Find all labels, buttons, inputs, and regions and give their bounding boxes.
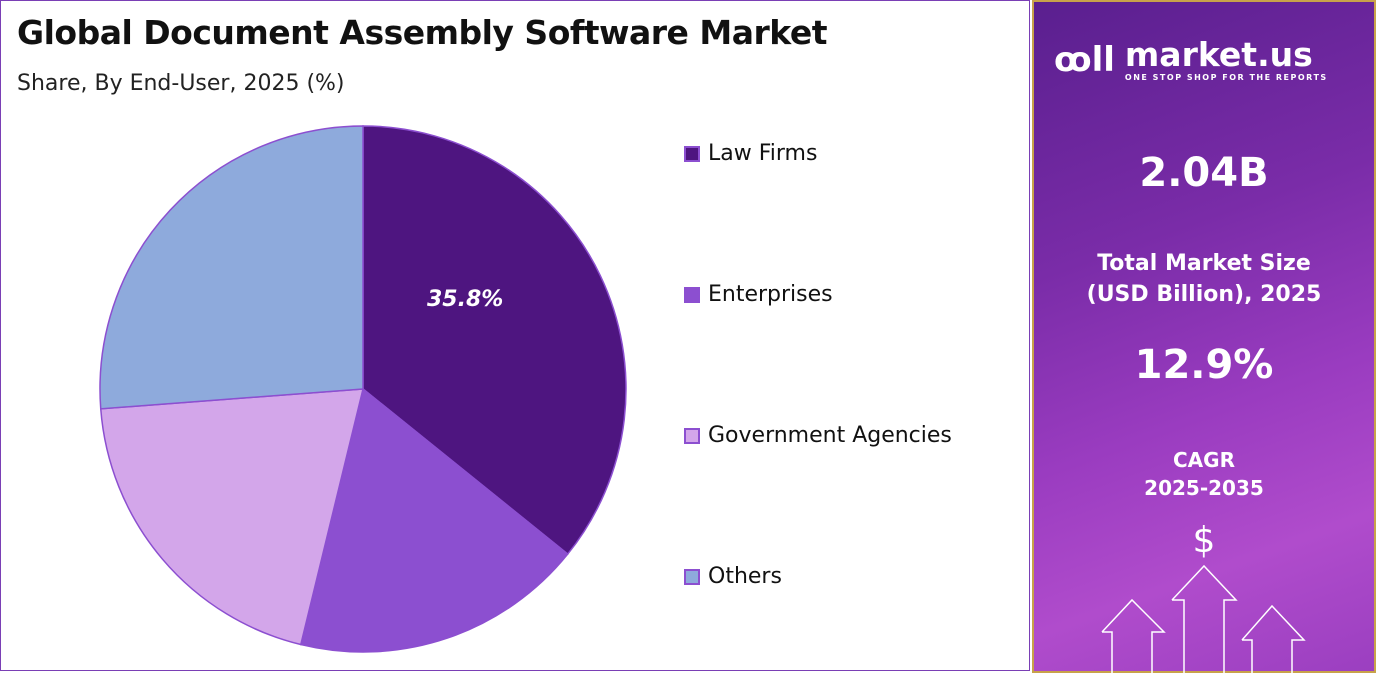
summary-panel: ꝏll market.us ONE STOP SHOP FOR THE REPO… xyxy=(1032,0,1376,675)
growth-arrows-icon xyxy=(1101,564,1306,675)
legend-item: Law Firms xyxy=(684,141,817,166)
data-label: 35.8% xyxy=(427,287,503,312)
legend-label: Law Firms xyxy=(708,141,818,166)
brand-name: market.us xyxy=(1124,35,1313,74)
dollar-icon: $ xyxy=(1192,520,1216,561)
legend-swatch xyxy=(684,286,700,303)
market-size-label-2: (USD Billion), 2025 xyxy=(1086,282,1322,307)
pie-chart: 35.8% xyxy=(99,125,627,653)
cagr-period: 2025-2035 xyxy=(1144,476,1264,500)
legend-item: Others xyxy=(684,564,782,589)
market-size-label-1: Total Market Size xyxy=(1097,251,1311,276)
legend-swatch xyxy=(684,568,700,585)
market-us-logo-icon: ꝏll xyxy=(1054,40,1115,80)
pie-slice-enterprises xyxy=(299,387,569,653)
logo: ꝏll market.us ONE STOP SHOP FOR THE REPO… xyxy=(1054,38,1328,82)
cagr-value: 12.9% xyxy=(1134,342,1274,388)
legend-item: Government Agencies xyxy=(684,423,952,448)
legend-swatch xyxy=(684,145,700,162)
legend-swatch xyxy=(684,427,700,444)
legend-label: Others xyxy=(708,564,782,589)
pie-slice-others xyxy=(99,125,364,410)
chart-panel: Global Document Assembly Software Market… xyxy=(0,0,1030,671)
legend-label: Government Agencies xyxy=(708,423,952,448)
pie-slice-law-firms xyxy=(362,125,627,556)
legend-label: Enterprises xyxy=(708,282,833,307)
chart-title: Global Document Assembly Software Market xyxy=(17,13,828,52)
market-size-value: 2.04B xyxy=(1139,150,1269,196)
chart-subtitle: Share, By End-User, 2025 (%) xyxy=(17,71,345,96)
cagr-label: CAGR xyxy=(1173,448,1235,472)
legend-item: Enterprises xyxy=(684,282,833,307)
pie-slice-government-agencies xyxy=(99,388,364,646)
brand-tagline: ONE STOP SHOP FOR THE REPORTS xyxy=(1124,73,1328,82)
